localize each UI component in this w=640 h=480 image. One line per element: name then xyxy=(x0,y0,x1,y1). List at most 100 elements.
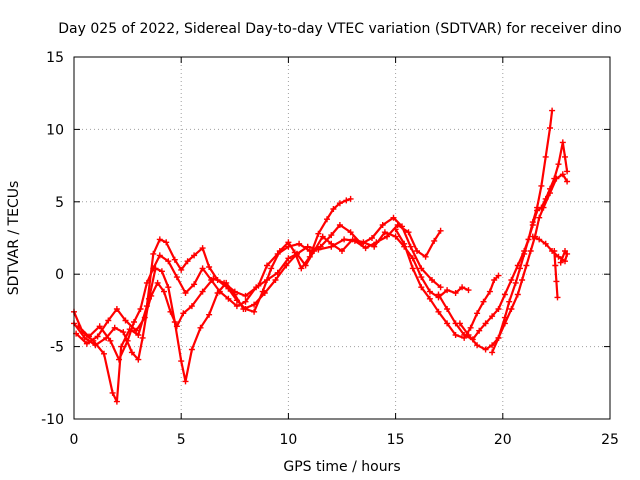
data-point-marker xyxy=(360,239,367,246)
data-point-marker xyxy=(182,290,189,296)
data-point-marker xyxy=(501,314,508,321)
data-point-marker xyxy=(83,340,90,347)
data-point-marker xyxy=(191,281,198,288)
series-track-4 xyxy=(75,229,472,363)
data-point-marker xyxy=(116,356,122,363)
series-track-9 xyxy=(529,233,571,266)
data-point-marker xyxy=(409,255,416,262)
data-point-marker xyxy=(506,298,513,305)
data-point-marker xyxy=(339,248,345,254)
data-point-marker xyxy=(188,346,195,353)
data-point-marker xyxy=(534,207,541,214)
data-point-marker xyxy=(330,206,337,212)
data-point-marker xyxy=(559,139,566,146)
data-point-marker xyxy=(161,288,167,295)
x-tick-label: 20 xyxy=(494,432,512,448)
data-point-marker xyxy=(143,279,150,286)
data-point-marker xyxy=(465,287,472,294)
x-tick-label: 0 xyxy=(70,432,79,448)
data-point-marker xyxy=(399,223,405,230)
data-point-marker xyxy=(182,378,189,385)
data-point-marker xyxy=(272,277,279,283)
data-point-marker xyxy=(128,349,135,356)
x-axis-label: GPS time / hours xyxy=(283,459,400,475)
data-point-marker xyxy=(242,298,249,305)
data-point-marker xyxy=(135,332,142,338)
data-point-marker xyxy=(557,259,564,266)
data-point-marker xyxy=(131,319,137,325)
series-track-8 xyxy=(489,139,571,356)
data-point-marker xyxy=(199,265,206,272)
data-point-marker xyxy=(562,258,568,265)
series-track-5 xyxy=(392,226,502,341)
data-point-marker xyxy=(199,245,206,252)
chart-title: Day 025 of 2022, Sidereal Day-to-day VTE… xyxy=(58,21,621,37)
series-line xyxy=(437,109,554,341)
series-line xyxy=(491,141,569,354)
data-point-marker xyxy=(92,342,99,349)
data-point-marker xyxy=(553,278,560,285)
data-point-marker xyxy=(264,262,270,269)
data-point-marker xyxy=(328,232,335,239)
data-point-marker xyxy=(529,233,536,240)
data-point-marker xyxy=(452,332,459,338)
data-point-marker xyxy=(122,317,129,324)
y-tick-label: -10 xyxy=(41,412,64,428)
data-point-marker xyxy=(422,253,429,260)
y-tick-label: 0 xyxy=(55,267,64,283)
data-point-marker xyxy=(459,284,466,291)
data-point-marker xyxy=(111,324,118,331)
series-line xyxy=(531,235,569,264)
data-point-marker xyxy=(547,185,553,192)
data-point-marker xyxy=(555,161,562,168)
data-point-marker xyxy=(523,262,530,269)
data-point-marker xyxy=(551,175,558,182)
data-point-marker xyxy=(216,288,223,295)
data-point-marker xyxy=(536,236,543,243)
data-point-marker xyxy=(426,295,433,302)
data-point-marker xyxy=(456,320,463,327)
data-point-marker xyxy=(197,324,204,331)
data-point-marker xyxy=(298,265,305,272)
data-point-marker xyxy=(285,255,292,262)
data-point-marker xyxy=(113,398,120,405)
data-point-marker xyxy=(538,182,545,189)
data-point-marker xyxy=(150,265,157,272)
data-point-marker xyxy=(251,308,258,315)
data-point-marker xyxy=(480,298,487,305)
data-point-marker xyxy=(148,292,155,299)
data-point-marker xyxy=(491,277,498,283)
series-track-1 xyxy=(71,195,354,405)
data-point-marker xyxy=(418,284,425,291)
data-point-marker xyxy=(474,342,481,349)
data-point-marker xyxy=(133,327,140,334)
series-line xyxy=(72,197,352,403)
data-point-marker xyxy=(482,320,489,327)
data-point-marker xyxy=(240,306,247,312)
data-point-marker xyxy=(96,323,103,330)
data-point-marker xyxy=(381,229,388,236)
data-point-marker xyxy=(253,284,260,291)
data-point-marker xyxy=(514,291,521,298)
x-tick-label: 5 xyxy=(177,432,186,448)
plot-series xyxy=(71,107,571,405)
data-point-marker xyxy=(347,229,354,236)
data-point-marker xyxy=(444,287,451,294)
data-point-marker xyxy=(184,258,191,265)
x-tick-label: 10 xyxy=(279,432,297,448)
data-point-marker xyxy=(81,334,88,341)
data-point-marker xyxy=(547,125,553,131)
data-point-marker xyxy=(317,243,324,250)
data-point-marker xyxy=(296,240,303,247)
data-point-marker xyxy=(379,222,386,228)
data-point-marker xyxy=(274,250,281,257)
series-line xyxy=(77,231,470,361)
data-point-marker xyxy=(75,323,82,330)
data-point-marker xyxy=(437,227,444,234)
data-point-marker xyxy=(512,279,519,286)
data-point-marker xyxy=(302,262,309,269)
data-point-marker xyxy=(86,333,92,340)
data-point-marker xyxy=(414,248,420,254)
data-point-marker xyxy=(542,153,549,160)
